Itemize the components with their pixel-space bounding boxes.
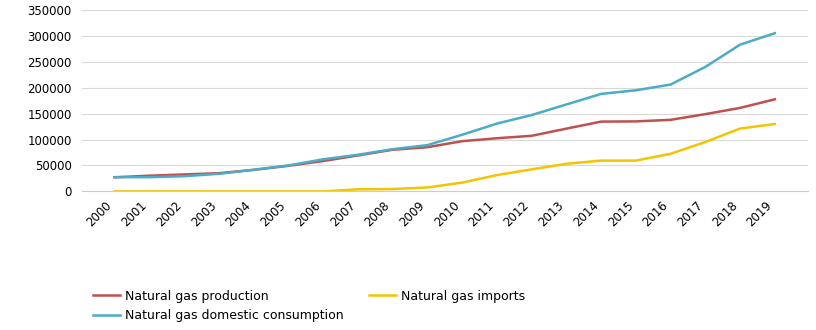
Natural gas production xyxy=(109,175,119,179)
Natural gas domestic consumption xyxy=(214,172,224,176)
Natural gas production xyxy=(423,145,432,149)
Natural gas imports xyxy=(109,189,119,193)
Line: Natural gas imports: Natural gas imports xyxy=(114,124,775,191)
Natural gas production xyxy=(492,136,502,140)
Natural gas domestic consumption xyxy=(526,113,536,117)
Natural gas domestic consumption xyxy=(144,175,154,179)
Natural gas imports xyxy=(423,185,432,189)
Natural gas imports xyxy=(214,189,224,193)
Natural gas production xyxy=(457,139,467,143)
Natural gas domestic consumption xyxy=(631,88,641,92)
Line: Natural gas domestic consumption: Natural gas domestic consumption xyxy=(114,33,775,177)
Natural gas production xyxy=(144,174,154,178)
Line: Natural gas production: Natural gas production xyxy=(114,99,775,177)
Natural gas production xyxy=(249,168,259,172)
Natural gas production xyxy=(770,97,780,101)
Natural gas domestic consumption xyxy=(423,143,432,147)
Natural gas production xyxy=(700,112,710,116)
Natural gas imports xyxy=(180,189,189,193)
Natural gas production xyxy=(631,119,641,123)
Natural gas imports xyxy=(770,122,780,126)
Natural gas production xyxy=(283,164,293,168)
Natural gas domestic consumption xyxy=(700,65,710,69)
Natural gas domestic consumption xyxy=(735,43,745,47)
Natural gas production xyxy=(318,159,328,163)
Natural gas domestic consumption xyxy=(561,103,571,107)
Natural gas imports xyxy=(318,189,328,193)
Natural gas imports xyxy=(631,159,641,163)
Natural gas production xyxy=(353,153,363,157)
Natural gas production xyxy=(180,173,189,177)
Natural gas domestic consumption xyxy=(318,157,328,161)
Natural gas domestic consumption xyxy=(770,31,780,35)
Natural gas domestic consumption xyxy=(180,174,189,178)
Natural gas imports xyxy=(526,167,536,171)
Natural gas production xyxy=(735,106,745,110)
Natural gas domestic consumption xyxy=(666,82,676,86)
Natural gas imports xyxy=(144,189,154,193)
Natural gas domestic consumption xyxy=(457,133,467,137)
Natural gas imports xyxy=(700,140,710,144)
Natural gas imports xyxy=(249,189,259,193)
Natural gas imports xyxy=(735,127,745,131)
Natural gas imports xyxy=(666,152,676,156)
Natural gas production xyxy=(666,118,676,122)
Natural gas domestic consumption xyxy=(249,168,259,172)
Natural gas production xyxy=(526,134,536,138)
Natural gas domestic consumption xyxy=(388,147,397,151)
Natural gas domestic consumption xyxy=(596,92,606,96)
Natural gas imports xyxy=(283,189,293,193)
Natural gas production xyxy=(388,148,397,152)
Natural gas imports xyxy=(492,173,502,177)
Natural gas domestic consumption xyxy=(492,122,502,126)
Natural gas imports xyxy=(561,162,571,166)
Natural gas imports xyxy=(353,187,363,191)
Natural gas domestic consumption xyxy=(353,153,363,157)
Natural gas imports xyxy=(388,187,397,191)
Natural gas production xyxy=(214,171,224,175)
Natural gas imports xyxy=(596,159,606,163)
Natural gas production xyxy=(596,119,606,123)
Natural gas production xyxy=(561,127,571,131)
Natural gas imports xyxy=(457,181,467,184)
Natural gas domestic consumption xyxy=(283,163,293,167)
Natural gas domestic consumption xyxy=(109,175,119,179)
Legend: Natural gas production, Natural gas domestic consumption, Natural gas imports: Natural gas production, Natural gas dome… xyxy=(88,285,530,327)
